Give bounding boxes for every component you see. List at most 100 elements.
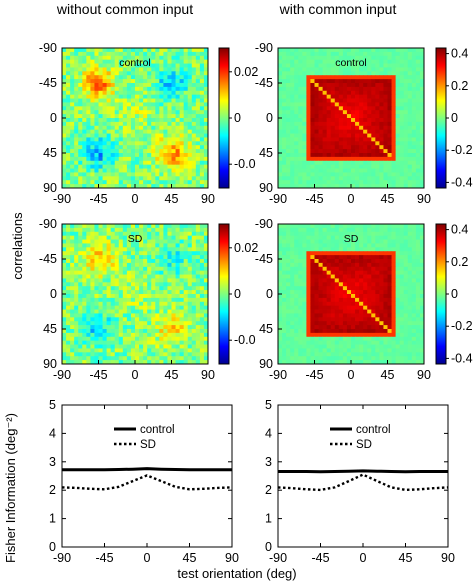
colorbar-tick-label: -0.2 — [451, 319, 473, 333]
colorbar: 0.4 0.2 0 -0.2 -0.4 — [435, 223, 473, 365]
x-tick-label: 0 — [132, 192, 139, 206]
y-tick-label: -90 — [39, 41, 57, 55]
x-tick-label: -45 — [89, 192, 107, 206]
x-axis-label-test-orientation: test orientation (deg) — [177, 566, 296, 581]
colorbar-tick-label: -0.4 — [451, 175, 473, 189]
heatmap-panel-label: control — [119, 57, 151, 69]
x-tick-label: 90 — [201, 368, 215, 382]
colorbar-gradient — [218, 47, 230, 189]
y-tick-label: -45 — [255, 252, 273, 266]
colorbar-tick-label: -0.4 — [451, 351, 473, 365]
y-tick-label: -45 — [39, 252, 57, 266]
series-line-control — [278, 469, 448, 474]
y-tick-label: 1 — [49, 512, 56, 526]
y-tick-label: 90 — [43, 181, 57, 195]
colorbar-tick-label: 0.2 — [451, 79, 468, 93]
y-tick-label: 45 — [259, 146, 273, 160]
y-tick-label: 0 — [265, 540, 272, 554]
x-tick-label: -90 — [53, 551, 71, 565]
heatmap-cells — [62, 48, 209, 189]
colorbar: 0.02 0 -0.0 — [218, 47, 258, 189]
y-tick-label: 5 — [265, 398, 272, 412]
colorbar-tick-label: 0 — [451, 111, 458, 125]
x-tick-label: 0 — [348, 192, 355, 206]
colorbar-tick-label: 0 — [451, 287, 458, 301]
x-tick-label: -90 — [269, 551, 287, 565]
y-tick-label: -45 — [39, 76, 57, 90]
y-tick-label: 4 — [265, 426, 272, 440]
column-title-left: without common input — [56, 1, 193, 17]
x-tick-label: 0 — [348, 368, 355, 382]
colorbar-gradient — [435, 223, 447, 365]
heatmap-cells — [278, 224, 425, 365]
legend-label-control: control — [140, 424, 175, 436]
colorbar-tick-label: 0.4 — [451, 223, 468, 237]
y-tick-label: 90 — [43, 357, 57, 371]
colorbar-tick-label: -0.0 — [234, 157, 256, 171]
x-tick-label: -90 — [269, 192, 287, 206]
y-tick-label: 45 — [259, 322, 273, 336]
heatmap-panel-label: SD — [128, 233, 143, 245]
x-tick-label: 90 — [441, 551, 455, 565]
colorbar-tick-label: 0 — [234, 111, 241, 125]
y-tick-label: 0 — [49, 540, 56, 554]
legend-label-sd: SD — [356, 439, 372, 451]
x-tick-label: -45 — [95, 551, 113, 565]
y-tick-label: 45 — [43, 322, 57, 336]
colorbar-tick-label: 0.02 — [234, 241, 258, 255]
colorbar-tick-label: -0.2 — [451, 143, 473, 157]
y-tick-label: 5 — [49, 398, 56, 412]
heatmap-panel-label: SD — [344, 233, 359, 245]
y-tick-label: -90 — [255, 41, 273, 55]
y-tick-label: 2 — [265, 483, 272, 497]
y-tick-label: 0 — [266, 111, 273, 125]
y-tick-label: 45 — [43, 146, 57, 160]
x-tick-label: -90 — [53, 192, 71, 206]
colorbar-tick-label: 0.4 — [451, 47, 468, 61]
y-tick-label: 0 — [266, 287, 273, 301]
y-tick-label: 0 — [50, 287, 57, 301]
colorbar-tick-label: -0.0 — [234, 333, 256, 347]
heatmap-cells — [278, 48, 425, 189]
y-tick-label: 3 — [265, 455, 272, 469]
x-tick-label: -45 — [311, 551, 329, 565]
x-tick-label: 90 — [201, 192, 215, 206]
x-tick-label: 45 — [183, 551, 197, 565]
x-tick-label: 45 — [381, 368, 395, 382]
column-title-right: with common input — [279, 1, 397, 17]
heatmap-cells — [62, 224, 209, 365]
series-line-sd — [61, 474, 233, 491]
colorbar-tick-label: 0.02 — [234, 65, 258, 79]
y-tick-label: 0 — [50, 111, 57, 125]
heatmap-panel-label: control — [335, 57, 367, 69]
colorbar-tick-label: 0.2 — [451, 255, 468, 269]
y-tick-label: 4 — [49, 426, 56, 440]
y-tick-label: -90 — [39, 217, 57, 231]
x-tick-label: 45 — [399, 551, 413, 565]
colorbar: 0.4 0.2 0 -0.2 -0.4 — [435, 47, 473, 189]
colorbar-gradient — [435, 47, 447, 189]
legend-label-sd: SD — [140, 439, 156, 451]
y-tick-label: 3 — [49, 455, 56, 469]
colorbar-gradient — [218, 223, 230, 365]
y-tick-label: 2 — [49, 483, 56, 497]
y-tick-label: 90 — [259, 181, 273, 195]
x-tick-label: -45 — [89, 368, 107, 382]
legend: control SD — [114, 424, 175, 451]
x-tick-label: -90 — [53, 368, 71, 382]
x-tick-label: -45 — [305, 368, 323, 382]
y-axis-label-fisher-information: Fisher Information (deg⁻²) — [3, 413, 18, 563]
x-tick-label: -45 — [305, 192, 323, 206]
colorbar-tick-label: 0 — [234, 287, 241, 301]
x-tick-label: 0 — [144, 551, 151, 565]
colorbar: 0.02 0 -0.0 — [218, 223, 258, 365]
x-tick-label: -90 — [269, 368, 287, 382]
y-tick-label: 90 — [259, 357, 273, 371]
